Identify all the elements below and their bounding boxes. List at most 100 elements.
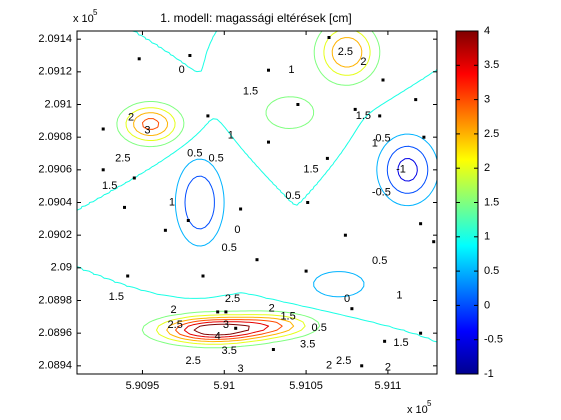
y-tick-label: 2.0912 xyxy=(38,66,72,78)
chart-title: 1. modell: magassági eltérések [cm] xyxy=(160,11,351,25)
sample-point xyxy=(419,331,423,335)
contour-line xyxy=(397,158,418,182)
x-tick-label: 5.9095 xyxy=(126,380,160,392)
sample-point xyxy=(432,240,436,244)
contour-label: 2.5 xyxy=(336,355,351,367)
sample-point xyxy=(163,228,167,232)
y-tick-label: 2.0904 xyxy=(38,196,72,208)
sample-point xyxy=(304,269,308,273)
contour-label: 1 xyxy=(228,129,234,141)
contour-line xyxy=(133,37,363,343)
contour-label: 0.5 xyxy=(285,190,300,202)
contour-label: 2 xyxy=(170,304,176,316)
x-exponent: x 10 5 xyxy=(407,399,432,416)
contour-label: 1 xyxy=(288,64,294,76)
contour-label: -1 xyxy=(396,164,406,176)
y-tick-label: 2.0894 xyxy=(38,360,72,372)
contour-label: 1.5 xyxy=(280,311,295,323)
y-exponent-power: 5 xyxy=(93,8,98,17)
contour-label: 3 xyxy=(223,319,229,331)
x-tick-label: 5.9105 xyxy=(289,380,323,392)
contour-label: 3 xyxy=(144,125,150,137)
sample-point xyxy=(224,310,228,314)
contour-label: 1.5 xyxy=(356,110,371,122)
contour-line xyxy=(125,31,371,345)
sample-point xyxy=(267,68,270,72)
contour-label: 2 xyxy=(326,360,332,372)
contour-lines xyxy=(77,31,437,349)
contour-label: 2 xyxy=(269,303,275,315)
contour-label: 1 xyxy=(372,138,378,150)
colorbar-tick-label: 0 xyxy=(484,299,490,311)
colorbar-tick-label: 2.5 xyxy=(484,128,499,140)
contour-label: 1.5 xyxy=(243,85,258,97)
sample-point xyxy=(186,219,190,222)
colorbar-tick-label: -1 xyxy=(484,368,494,380)
contour-label: 2.5 xyxy=(338,46,353,58)
x-tick-label: 5.911 xyxy=(375,380,402,392)
y-tick-label: 2.0906 xyxy=(38,164,72,176)
sample-point xyxy=(343,233,347,237)
sample-point xyxy=(296,103,300,106)
contour-label: -0.5 xyxy=(372,187,391,199)
sample-point xyxy=(350,307,354,311)
sample-point xyxy=(378,114,382,118)
x-tick-label: 5.91 xyxy=(214,380,235,392)
colorbar-tick-label: 3.5 xyxy=(484,59,499,71)
contour-label: 0 xyxy=(179,64,185,76)
sample-point xyxy=(419,222,423,226)
colorbar-tick-label: 0.5 xyxy=(484,265,499,277)
contour-label: 0.5 xyxy=(312,322,327,334)
contour-label: 0.5 xyxy=(375,133,390,145)
sample-point xyxy=(188,54,192,57)
sample-point xyxy=(267,140,270,144)
sample-point xyxy=(381,78,385,82)
contour-label: 0.5 xyxy=(372,255,387,267)
sample-point xyxy=(325,156,329,160)
sample-point xyxy=(206,114,210,118)
colorbar-tick-label: 3 xyxy=(484,94,490,106)
contour-label: 0.5 xyxy=(187,147,202,159)
sample-points xyxy=(101,36,447,368)
y-tick-label: 2.0896 xyxy=(38,327,72,339)
sample-point xyxy=(201,274,205,278)
y-tick-label: 2.0908 xyxy=(38,131,72,143)
colorbar-axis: -1 -0.5 0 0.5 1 1.5 2 2.5 3 3.5 4 xyxy=(456,25,503,380)
sample-point xyxy=(216,310,220,314)
sample-point xyxy=(239,207,243,211)
sample-point xyxy=(271,348,275,351)
contour-label: 2.5 xyxy=(186,355,201,367)
sample-point xyxy=(234,326,238,330)
colorbar-tick-label: 2 xyxy=(484,162,490,174)
sample-point xyxy=(137,57,141,61)
sample-point xyxy=(383,339,387,343)
sample-point xyxy=(306,201,310,204)
sample-point xyxy=(255,258,259,262)
x-exponent-power: 5 xyxy=(427,399,432,408)
contour-line xyxy=(183,321,270,338)
contour-label: 2.5 xyxy=(115,152,130,164)
sample-point xyxy=(101,168,105,172)
colorbar-tick-label: 1.5 xyxy=(484,196,499,208)
contour-label: 2.5 xyxy=(168,319,183,331)
contour-label: 1.5 xyxy=(102,180,117,192)
colorbar-tick-label: 4 xyxy=(484,25,490,37)
contour-label: 0 xyxy=(234,224,240,236)
y-tick-label: 2.0902 xyxy=(38,229,72,241)
contour-label: 2 xyxy=(128,112,134,124)
contour-label: 0.5 xyxy=(222,242,237,254)
y-tick-label: 2.09 xyxy=(51,262,72,274)
colorbar-tick-label: 1 xyxy=(484,231,490,243)
y-exponent-base: x 10 xyxy=(73,13,94,25)
contour-label: 2.5 xyxy=(225,293,240,305)
sample-point xyxy=(414,98,418,102)
contour-line xyxy=(77,31,437,343)
sample-point xyxy=(444,299,447,302)
y-axis: 2.0894 2.0896 2.0898 2.09 2.0902 2.0904 2.0906… xyxy=(38,33,437,372)
contour-label: 3.5 xyxy=(300,339,315,351)
sample-point xyxy=(132,176,136,180)
y-tick-label: 2.0914 xyxy=(38,33,72,45)
